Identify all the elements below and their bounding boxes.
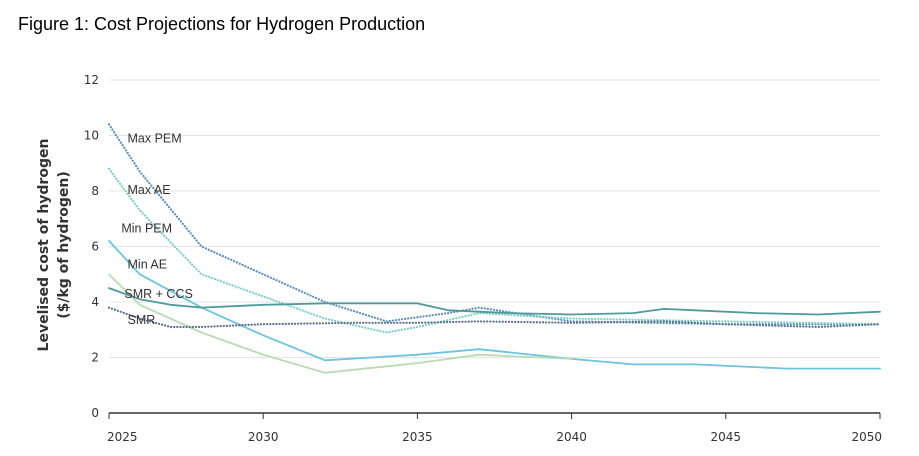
x-tick-label: 2035 [402,430,433,444]
x-axis-ticks: 2025 2030 2035 2040 2045 2050 [107,413,882,444]
y-axis-ticks: 0 2 4 6 8 10 12 [84,73,99,420]
series-labels: Max PEM Max AE Min PEM Min AE SMR + CCS SMR [121,131,193,327]
figure-title: Figure 1: Cost Projections for Hydrogen … [18,14,426,34]
series-label: SMR + CCS [124,287,192,301]
series-line-min-pem [108,273,573,374]
x-tick-label: 2025 [107,430,138,444]
series-line-min-ae [108,239,881,370]
series-line-max-ae [107,167,882,334]
y-axis-title: Levelised cost of hydrogen ($/kg of hydr… [36,139,72,352]
series-label: Min PEM [121,222,172,236]
y-tick-label: 2 [91,351,99,365]
y-tick-label: 8 [91,184,99,198]
series-label: Max AE [128,183,171,197]
x-tick-label: 2040 [556,430,587,444]
series-line-smr [107,306,882,329]
series-label: Min AE [128,258,168,272]
series-line-max-pem [107,123,882,326]
y-tick-label: 10 [84,129,99,143]
x-tick-label: 2050 [851,430,882,444]
x-tick-label: 2030 [248,430,279,444]
x-tick-label: 2045 [711,430,742,444]
series-line-smr-ccs [108,287,881,316]
y-tick-label: 0 [91,406,99,420]
series-label: Max PEM [128,131,182,145]
gridlines [109,79,880,414]
y-axis-label: Levelised cost of hydrogen [36,139,52,352]
y-axis-units: ($/kg of hydrogen) [56,171,72,319]
y-tick-label: 12 [84,73,99,87]
y-tick-label: 6 [91,240,99,254]
y-tick-label: 4 [91,295,99,309]
series-label: SMR [128,313,156,327]
series-lines [107,123,882,374]
